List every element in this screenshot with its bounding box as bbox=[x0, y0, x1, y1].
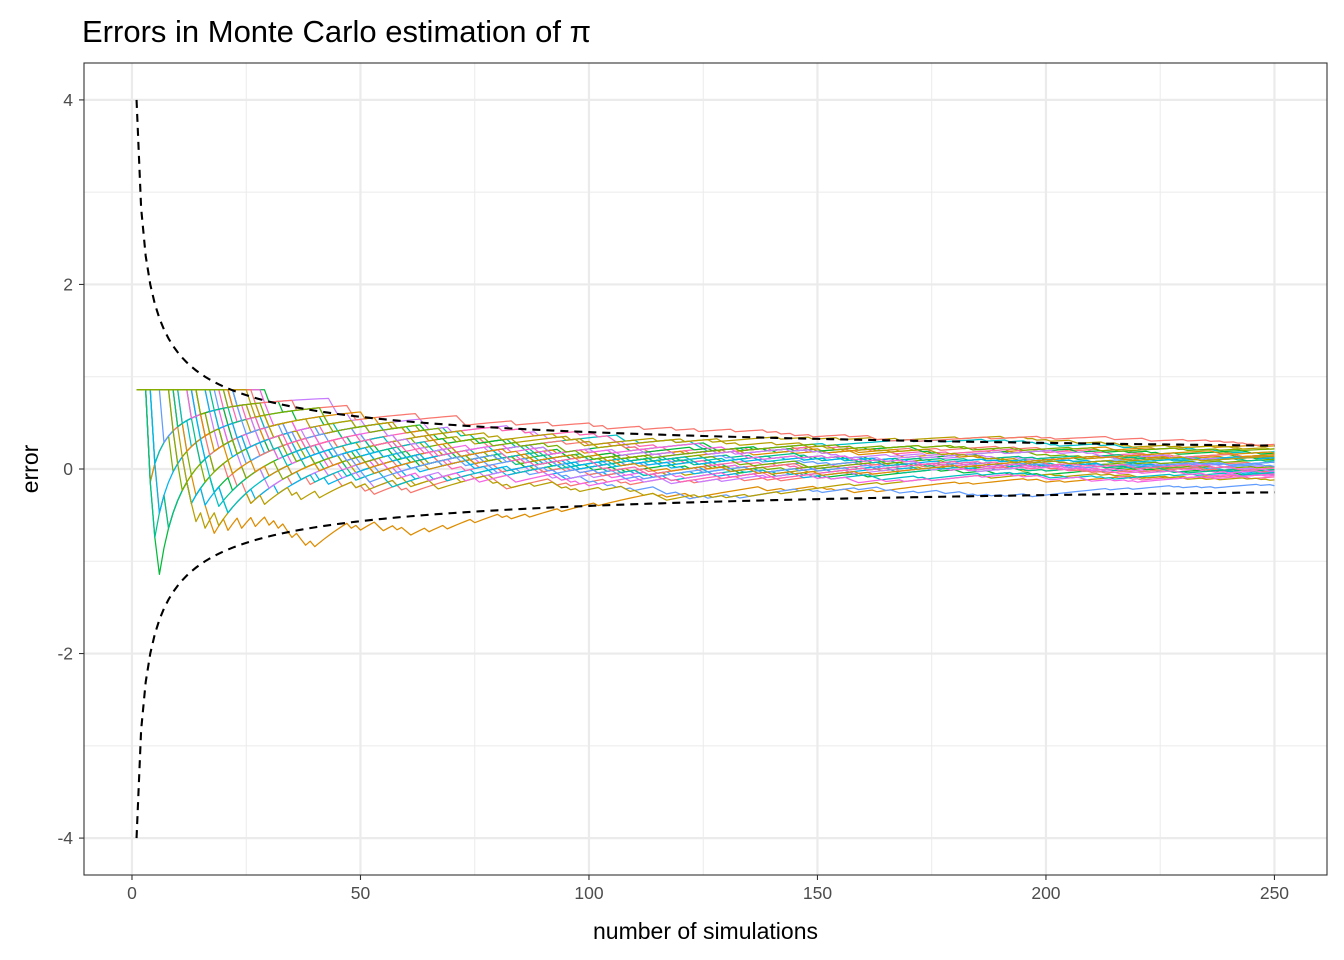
upper-bound-line bbox=[135, 99, 1275, 447]
series-line bbox=[136, 389, 1275, 460]
series-group bbox=[136, 389, 1275, 575]
x-tick-label: 0 bbox=[127, 883, 137, 903]
y-axis: -4 -2 0 2 4 bbox=[57, 90, 84, 848]
grid-major bbox=[84, 63, 1327, 875]
y-tick-label: 0 bbox=[63, 459, 73, 479]
series-line bbox=[136, 389, 1275, 479]
series-line bbox=[136, 389, 1275, 461]
y-tick-label: 4 bbox=[63, 90, 73, 110]
lower-bound-line bbox=[135, 491, 1275, 839]
chart-title: Errors in Monte Carlo estimation of π bbox=[82, 14, 591, 49]
y-tick-label: -4 bbox=[57, 828, 73, 848]
y-axis-title: error bbox=[17, 444, 43, 493]
series-line bbox=[136, 389, 1275, 476]
x-tick-label: 100 bbox=[574, 883, 603, 903]
series-line bbox=[136, 389, 1275, 483]
y-tick-label: 2 bbox=[63, 274, 73, 294]
x-tick-label: 200 bbox=[1031, 883, 1060, 903]
bounds-group bbox=[135, 99, 1275, 839]
x-tick-label: 150 bbox=[803, 883, 832, 903]
series-line bbox=[136, 389, 1275, 446]
x-axis: 0 50 100 150 200 250 bbox=[127, 875, 1289, 903]
x-axis-title: number of simulations bbox=[593, 918, 818, 944]
series-line bbox=[136, 389, 1275, 471]
series-line bbox=[136, 389, 1275, 465]
series-line bbox=[136, 389, 1275, 529]
x-tick-label: 250 bbox=[1260, 883, 1289, 903]
series-line bbox=[136, 389, 1275, 483]
series-line bbox=[136, 389, 1275, 487]
y-tick-label: -2 bbox=[57, 644, 73, 664]
x-tick-label: 50 bbox=[351, 883, 371, 903]
